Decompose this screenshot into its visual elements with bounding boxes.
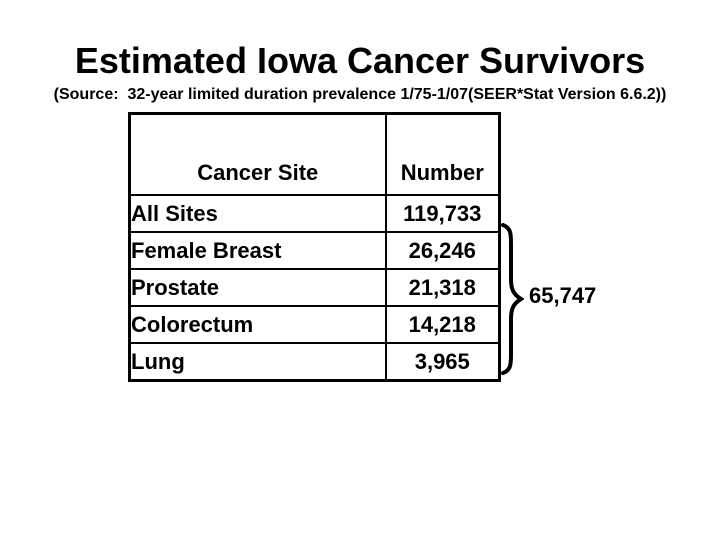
table-row: Prostate 21,318: [128, 268, 501, 307]
number-cell: 14,218: [384, 305, 501, 344]
slide-title: Estimated Iowa Cancer Survivors: [74, 40, 646, 81]
table-row: Colorectum 14,218: [128, 305, 501, 344]
number-cell: 119,733: [384, 194, 501, 233]
table-row: All Sites 119,733: [128, 194, 501, 233]
site-cell: All Sites: [128, 194, 387, 233]
table-row: Lung 3,965: [128, 342, 501, 382]
number-cell: 3,965: [384, 342, 501, 382]
table-row: Female Breast 26,246: [128, 231, 501, 270]
header-number: Number: [384, 112, 501, 196]
site-cell: Female Breast: [128, 231, 387, 270]
slide-source-line: (Source: 32-year limited duration preval…: [53, 86, 667, 103]
number-cell: 21,318: [384, 268, 501, 307]
header-cancer-site: Cancer Site: [128, 112, 387, 196]
survivors-table: Cancer Site Number All Sites 119,733 Fem…: [128, 112, 501, 382]
curly-brace-icon: [501, 223, 524, 375]
site-cell: Colorectum: [128, 305, 387, 344]
site-cell: Prostate: [128, 268, 387, 307]
site-cell: Lung: [128, 342, 387, 382]
table-header-row: Cancer Site Number: [128, 112, 501, 196]
brace-sum-label: 65,747: [529, 283, 597, 308]
number-cell: 26,246: [384, 231, 501, 270]
